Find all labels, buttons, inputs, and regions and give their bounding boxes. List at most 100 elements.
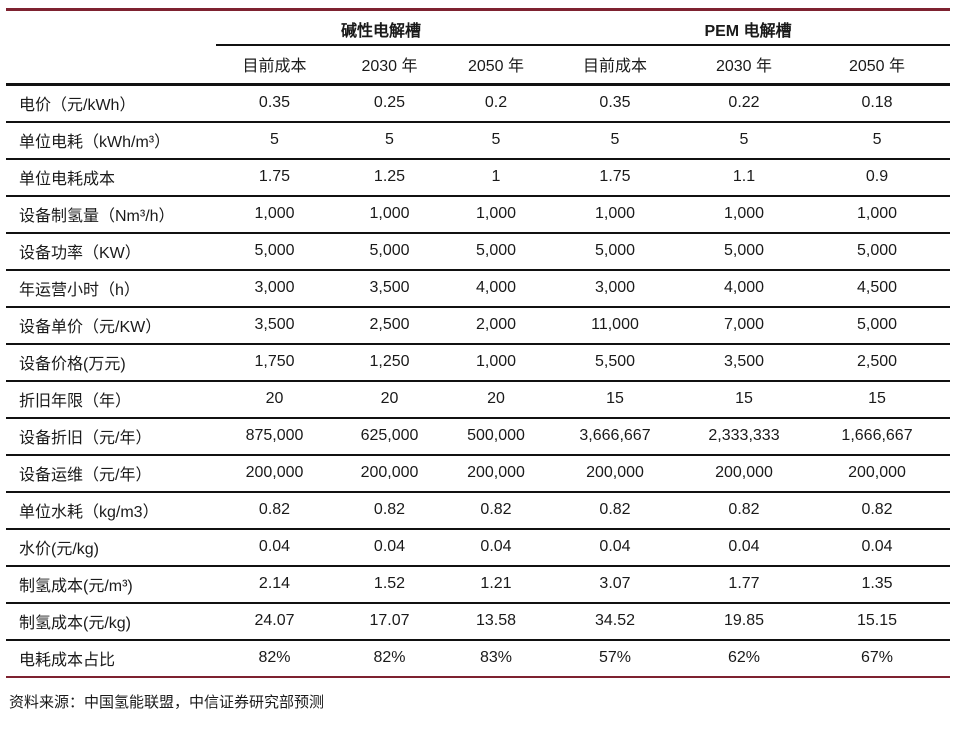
table-cell: 7,000 [723,316,765,333]
table-cell: 0.82 [599,501,631,518]
row-label: 电价（元/kWh） [19,97,136,115]
row-label: 设备制氢量（Nm³/h） [19,208,175,225]
source-note: 资料来源：中国氢能联盟，中信证券研究部预测 [9,693,325,711]
table-body: 电价（元/kWh） 0.35 0.25 0.2 0.35 0.22 0.18 单位电耗（kWh… [6,85,951,677]
table-cell: 200,000 [360,464,419,481]
table-cell: 4,000 [475,279,517,296]
table-row: 单位电耗成本 1.75 1.25 1 1.75 1.1 0.9 [6,159,951,196]
table-row: 设备制氢量（Nm³/h） 1,000 1,000 1,000 1,000 1,000 1,0… [6,196,951,233]
table-cell: 17.07 [369,612,410,629]
col-header-alkaline-2050: 2050 年 [467,58,525,76]
table-cell: 0.35 [599,94,631,112]
table-row: 电耗成本占比 82% 82% 83% 57% 62% 67% [6,640,951,677]
table-cell: 1.35 [861,575,893,592]
table-cell: 2,000 [475,316,517,333]
table-cell: 83% [479,649,513,666]
table-cell: 0.82 [373,501,406,518]
table-cell: 0.22 [728,94,760,112]
table-cell: 1.75 [258,168,291,185]
table-cell: 5 [610,131,620,148]
table-cell: 500,000 [467,427,525,444]
table-cell: 15 [606,390,624,407]
row-label: 折旧年限（年） [19,393,132,410]
table-cell: 1,750 [254,353,295,370]
sub-header-row: 目前成本 2030 年 2050 年 目前成本 2030 年 2050 年 [6,45,951,85]
table-row: 折旧年限（年） 20 20 20 15 15 15 [6,381,951,418]
table-cell: 1,000 [369,205,410,222]
table-cell: 2.14 [258,575,291,592]
table-cell: 0.04 [728,538,760,555]
row-label: 制氢成本(元/kg) [19,615,132,632]
table-cell: 200,000 [848,464,906,481]
table-cell: 0.82 [258,501,291,518]
table-cell: 20 [380,390,399,407]
row-label: 单位水耗（kg/m3） [19,504,159,521]
table-cell: 4,500 [856,279,898,296]
table-row: 设备价格(万元) 1,750 1,250 1,000 5,500 3,500 2,500 [6,344,951,381]
table-cell: 5 [739,131,749,148]
table-cell: 4,000 [723,279,765,296]
table-cell: 1.1 [732,168,756,185]
table-row: 设备功率（KW） 5,000 5,000 5,000 5,000 5,000 5,000 [6,233,951,270]
table-cell: 57% [598,649,632,666]
table-cell: 1,000 [475,205,517,222]
table-cell: 0.04 [599,538,631,555]
table-cell: 19.85 [723,612,765,629]
corner-cell [6,45,216,85]
group-header-alkaline: 碱性电解槽 [216,9,546,46]
table-cell: 5,000 [856,242,898,259]
row-label: 设备价格(万元) [19,356,126,373]
col-header-alkaline-current: 目前成本 [242,58,307,76]
table-cell: 0.04 [480,538,512,555]
table-cell: 200,000 [586,464,644,481]
table-cell: 5,000 [369,242,410,259]
table-cell: 5,000 [254,242,295,259]
table-cell: 0.25 [373,94,406,112]
table-cell: 5 [270,131,279,148]
table-cell: 0.82 [861,501,893,518]
table-cell: 200,000 [467,464,525,481]
table-cell: 1.21 [480,575,512,592]
table-cell: 625,000 [360,427,419,444]
table-cell: 3,666,667 [579,427,651,444]
table-cell: 5,000 [594,242,636,259]
table-cell: 0.04 [258,538,291,555]
table-cell: 2,500 [856,353,898,370]
table-cell: 1,000 [594,205,636,222]
table-cell: 0.18 [861,94,893,112]
table-row: 年运营小时（h） 3,000 3,500 4,000 3,000 4,000 4,500 [6,270,951,307]
table-cell: 1 [491,168,501,185]
table-row: 单位电耗（kWh/m³） 5 5 5 5 5 5 [6,122,951,159]
table-cell: 5,000 [475,242,517,259]
col-header-pem-2050: 2050 年 [848,58,906,76]
col-header-pem-current: 目前成本 [582,58,647,76]
table-cell: 3,000 [594,279,636,296]
table-cell: 0.82 [480,501,512,518]
table-cell: 5,000 [856,316,898,333]
table-cell: 0.35 [258,94,291,112]
table-cell: 1,000 [254,205,295,222]
table-cell: 34.52 [594,612,636,629]
table-cell: 5 [385,131,394,148]
table-cell: 1.52 [373,575,406,592]
col-header-pem-2030: 2030 年 [715,58,773,76]
table-cell: 5,500 [594,353,636,370]
table-row: 设备折旧（元/年） 875,000 625,000 500,000 3,666,667 2… [6,418,951,455]
row-label: 单位电耗（kWh/m³） [19,134,171,151]
table-cell: 3,500 [369,279,410,296]
table-cell: 3,000 [254,279,295,296]
row-label: 制氢成本(元/m³) [19,578,133,595]
table-cell: 15.15 [856,612,898,629]
table-cell: 200,000 [715,464,773,481]
group-header-row: 碱性电解槽 PEM 电解槽 [6,9,951,46]
table-row: 设备运维（元/年） 200,000 200,000 200,000 200,000 200… [6,455,951,492]
table-cell: 15 [868,390,886,407]
table-cell: 1,666,667 [841,427,913,444]
table-row: 水价(元/kg) 0.04 0.04 0.04 0.04 0.04 0.04 [6,529,951,566]
table-cell: 0.2 [484,94,508,112]
row-label: 年运营小时（h） [19,282,140,299]
table-cell: 5 [872,131,882,148]
table-cell: 1.77 [728,575,760,592]
table-cell: 5 [491,131,501,148]
